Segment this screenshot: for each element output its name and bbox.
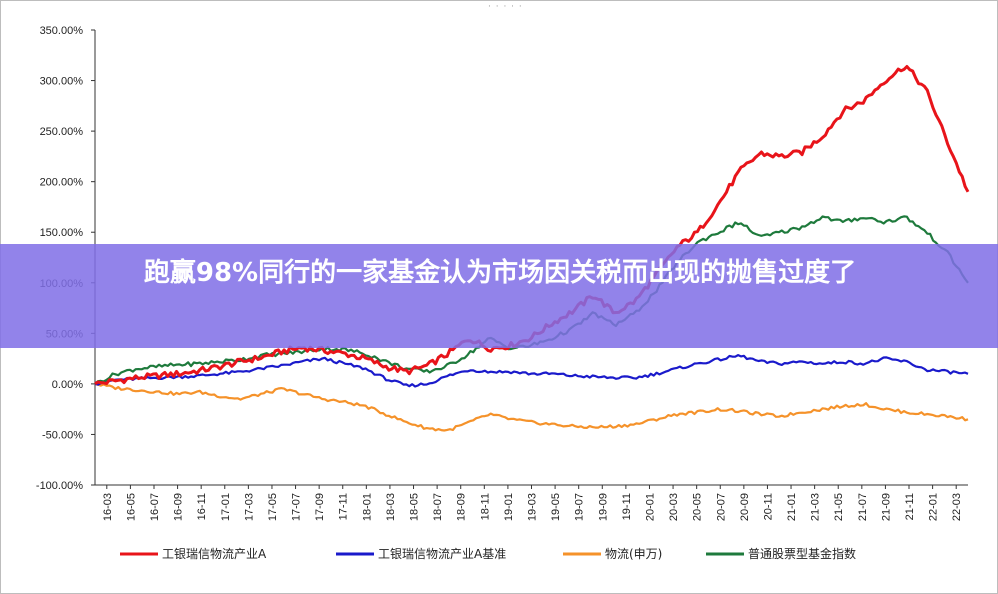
legend-label-2: 工银瑞信物流产业A基准 <box>378 547 506 561</box>
x-tick-label: 19-05 <box>550 493 562 521</box>
x-tick-label: 16-11 <box>196 493 208 520</box>
legend-label-1: 工银瑞信物流产业A <box>162 547 267 561</box>
y-tick-label: 0.00% <box>52 379 83 391</box>
x-tick-label: 19-09 <box>597 493 609 521</box>
x-tick-label: 21-07 <box>857 493 869 521</box>
x-tick-label: 19-03 <box>527 493 539 521</box>
x-tick-label: 18-11 <box>479 493 491 520</box>
x-tick-label: 22-03 <box>951 493 963 521</box>
x-tick-label: 22-01 <box>928 493 940 521</box>
chart-legend: 工银瑞信物流产业A 工银瑞信物流产业A基准 物流(申万) 普通股票型基金指数 <box>120 546 856 561</box>
x-tick-label: 17-09 <box>314 493 326 521</box>
y-tick-label: 250.00% <box>40 126 84 138</box>
x-tick-label: 17-11 <box>338 493 350 520</box>
x-tick-label: 20-03 <box>668 493 680 521</box>
x-tick-label: 18-03 <box>385 493 397 521</box>
x-tick-label: 21-03 <box>810 493 822 521</box>
x-tick-label: 20-11 <box>762 493 774 520</box>
x-tick-label: 21-05 <box>833 493 845 521</box>
x-tick-label: 16-03 <box>102 493 114 521</box>
y-tick-label: 350.00% <box>40 25 84 37</box>
x-tick-label: 18-01 <box>361 493 373 521</box>
x-tick-label: 19-07 <box>574 493 586 521</box>
x-tick-label: 19-01 <box>503 493 515 521</box>
y-tick-label: 300.00% <box>40 76 84 88</box>
y-tick-label: -100.00% <box>36 480 83 492</box>
x-axis-ticks: 16-03 16-05 16-07 16-09 16-11 17-01 17-03 17-05… <box>95 484 968 521</box>
x-tick-label: 17-05 <box>267 493 279 521</box>
x-tick-label: 17-07 <box>291 493 303 521</box>
x-tick-label: 20-07 <box>715 493 727 521</box>
x-tick-label: 16-09 <box>173 493 185 521</box>
x-tick-label: 19-11 <box>621 493 633 520</box>
x-tick-label: 21-11 <box>904 493 916 520</box>
x-tick-label: 21-01 <box>786 493 798 521</box>
y-tick-label: 150.00% <box>40 227 84 239</box>
y-tick-label: 200.00% <box>40 177 84 189</box>
x-tick-label: 16-07 <box>149 493 161 521</box>
x-tick-label: 20-05 <box>692 493 704 521</box>
x-tick-label: 18-07 <box>432 493 444 521</box>
x-tick-label: 20-01 <box>644 493 656 521</box>
x-tick-label: 18-05 <box>409 493 421 521</box>
headline-text: 跑赢98%同行的一家基金认为市场因关税而出现的抛售过度了 <box>143 258 857 288</box>
x-tick-label: 16-05 <box>125 493 137 521</box>
headline-banner <box>0 244 998 348</box>
x-tick-label: 17-01 <box>220 493 232 521</box>
legend-label-4: 普通股票型基金指数 <box>748 546 856 561</box>
y-tick-label: -50.00% <box>42 429 83 441</box>
window-resize-grip[interactable]: · · · · · <box>488 2 523 12</box>
x-tick-label: 21-09 <box>880 493 892 521</box>
x-tick-label: 17-03 <box>243 493 255 521</box>
series-line-3 <box>94 382 969 432</box>
x-tick-label: 18-09 <box>456 493 468 521</box>
x-tick-label: 20-09 <box>739 493 751 521</box>
series-line-2 <box>94 354 969 388</box>
legend-label-3: 物流(申万) <box>605 547 662 561</box>
